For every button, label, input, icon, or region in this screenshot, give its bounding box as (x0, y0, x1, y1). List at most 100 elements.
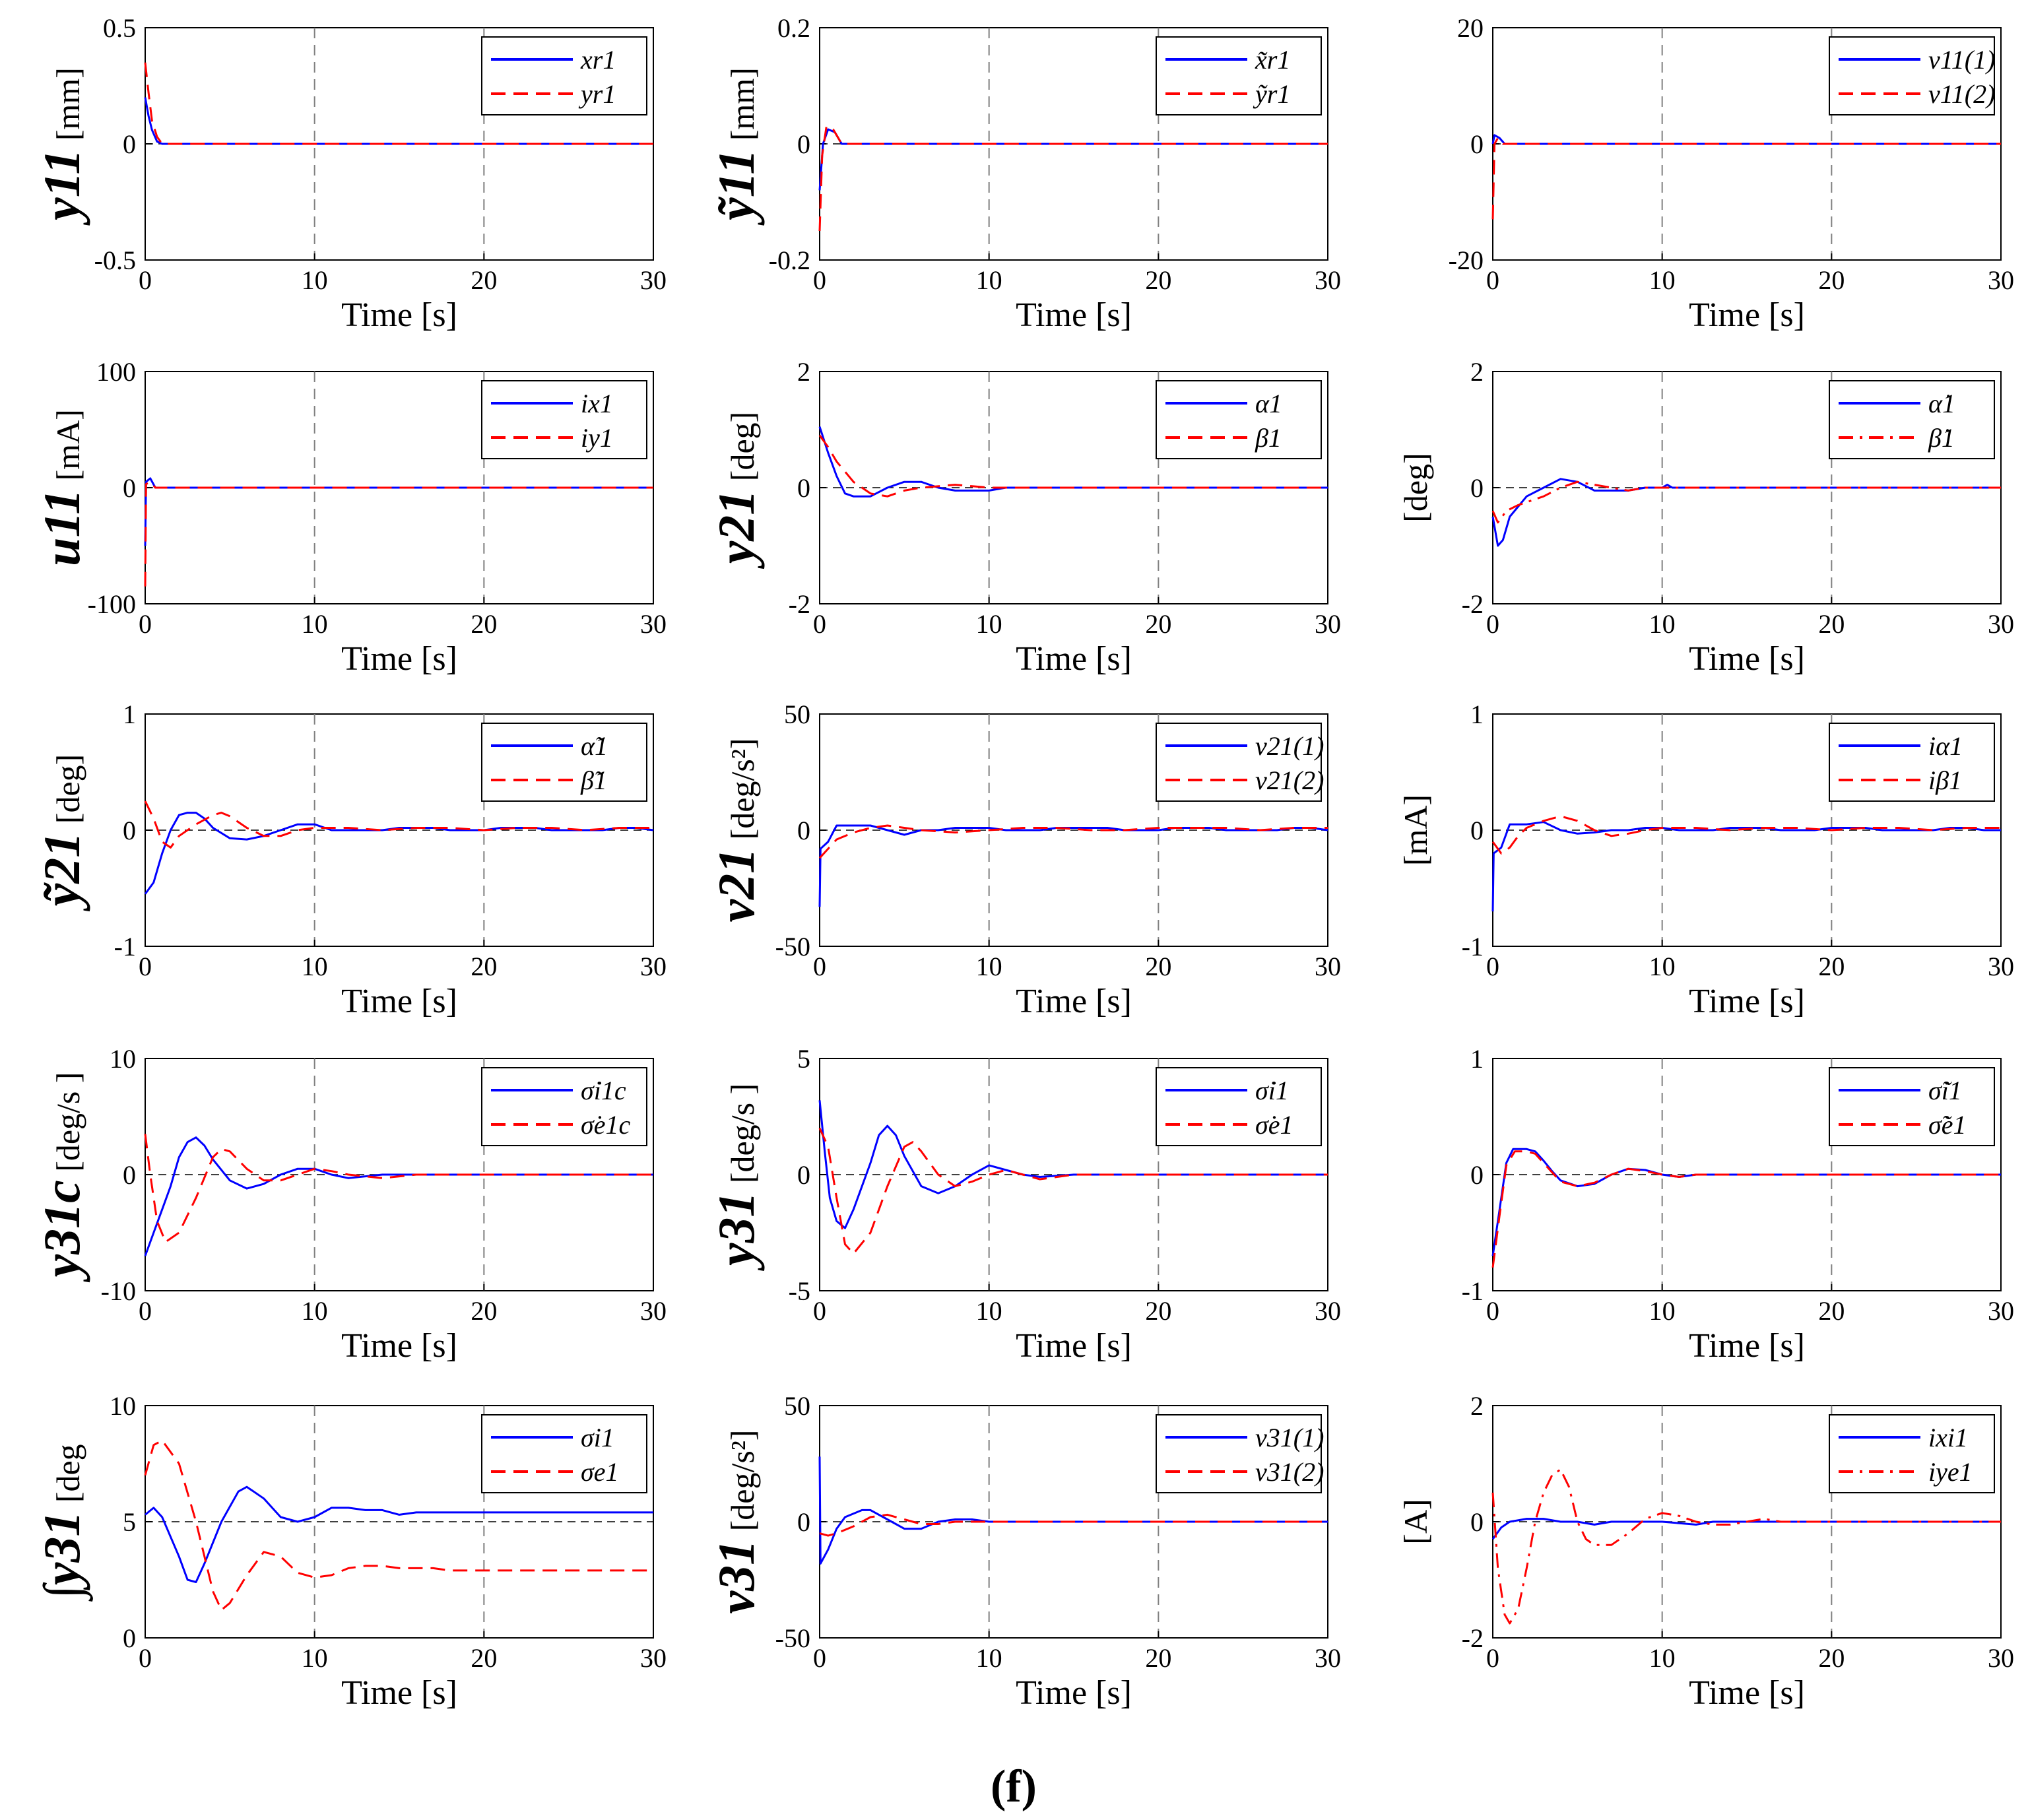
legend-entry: σ̇i1 (1255, 1076, 1289, 1105)
x-tick-label: 10 (976, 952, 1002, 981)
series-line-2 (1491, 1468, 2001, 1625)
y-tick-label: 0 (797, 816, 810, 845)
legend-box (1156, 380, 1322, 459)
series-line-1 (1491, 1518, 2001, 1540)
y-axis-label: v31 [deg/s²] (707, 1430, 765, 1614)
x-tick-label: 0 (1486, 952, 1499, 981)
x-tick-label: 0 (813, 609, 826, 639)
y-tick-label: 1 (1470, 1044, 1484, 1074)
x-tick-label: 20 (471, 952, 497, 981)
y-tick-label: 0 (1470, 129, 1484, 159)
x-axis-label: Time [s] (1016, 296, 1132, 334)
legend-entry: iy1 (581, 423, 613, 453)
x-tick-label: 30 (1988, 609, 2014, 639)
legend-entry: v21(1) (1255, 731, 1324, 761)
x-tick-label: 10 (1649, 265, 1676, 295)
x-tick-label: 30 (1315, 1296, 1341, 1326)
y-axis-symbol: ỹ21 (33, 832, 90, 912)
x-tick-label: 20 (1818, 952, 1845, 981)
y-tick-label: 0.2 (777, 13, 810, 43)
y-tick-label: 2 (1470, 1391, 1484, 1421)
legend-entry: β̃1 (580, 765, 607, 795)
x-tick-label: 10 (976, 1296, 1002, 1326)
legend-entry: xr1 (580, 45, 616, 75)
series-line-1 (144, 1136, 653, 1256)
y-tick-label: 2 (797, 357, 810, 387)
x-tick-label: 30 (640, 265, 667, 295)
y-axis-label: y11 [mm] (33, 67, 90, 226)
x-tick-label: 20 (1145, 265, 1171, 295)
x-tick-label: 30 (1988, 1643, 2014, 1673)
legend-box (1156, 36, 1322, 115)
x-tick-label: 0 (813, 1643, 826, 1673)
y-axis-symbol: y21 (707, 490, 765, 569)
y-tick-label: 0 (1470, 1160, 1484, 1190)
x-tick-label: 20 (471, 1296, 497, 1326)
y-tick-label: -2 (1462, 589, 1484, 619)
x-tick-label: 10 (302, 952, 328, 981)
x-tick-label: 30 (1988, 1296, 2014, 1326)
x-axis-label: Time [s] (1689, 1327, 1805, 1365)
y-axis-label: [mA] (1397, 795, 1434, 866)
x-axis-label: Time [s] (341, 983, 457, 1020)
series-line-1 (1491, 821, 2001, 912)
y-tick-label: -10 (101, 1276, 136, 1306)
legend-entry: v21(2) (1255, 765, 1324, 795)
y-axis-label: v21 [deg/s²] (707, 738, 765, 923)
x-tick-label: 0 (1486, 1643, 1499, 1673)
x-tick-label: 30 (640, 609, 667, 639)
legend-entry: α̇1 (1928, 389, 1955, 418)
legend-box (1156, 1067, 1322, 1146)
x-tick-label: 20 (1145, 1643, 1171, 1673)
legend-entry: iye1 (1928, 1457, 1973, 1487)
y-axis-unit: [mm] (49, 67, 86, 149)
x-tick-label: 30 (640, 952, 667, 981)
x-axis-label: Time [s] (341, 1327, 457, 1365)
x-tick-label: 0 (139, 265, 152, 295)
legend-box (1829, 380, 1995, 459)
y-tick-label: -1 (1462, 1276, 1484, 1306)
y-axis-symbol: ỹ11 (707, 149, 765, 226)
y-axis-label: [deg] (1397, 453, 1434, 523)
y-tick-label: 0 (797, 1507, 810, 1537)
y-tick-label: 10 (110, 1391, 136, 1421)
y-axis-unit: [mm] (724, 67, 761, 149)
legend-entry: iβ1 (1928, 765, 1962, 795)
x-tick-label: 30 (1988, 952, 2014, 981)
y-axis-label: u11 [mA] (33, 409, 90, 566)
y-tick-label: -20 (1449, 245, 1484, 275)
x-tick-label: 20 (1145, 609, 1171, 639)
x-tick-label: 10 (302, 265, 328, 295)
y-axis-unit: [deg] (724, 412, 761, 490)
y-axis-unit: [A] (1397, 1499, 1434, 1544)
y-tick-label: -1 (114, 932, 136, 961)
x-tick-label: 10 (302, 1296, 328, 1326)
x-axis-label: Time [s] (1689, 296, 1805, 334)
legend-entry: v11(1) (1928, 45, 1995, 75)
x-tick-label: 0 (139, 1296, 152, 1326)
x-axis-label: Time [s] (341, 1674, 457, 1712)
y-tick-label: 1 (1470, 699, 1484, 729)
y-tick-label: 0 (123, 1623, 136, 1653)
legend-entry: ixi1 (1928, 1423, 1968, 1452)
y-axis-symbol: v21 (707, 848, 765, 923)
series-line-2 (818, 125, 1328, 232)
y-axis-unit: [mA] (49, 409, 86, 489)
y-axis-unit: [deg] (1397, 453, 1434, 523)
x-tick-label: 30 (1315, 609, 1341, 639)
x-tick-label: 30 (1315, 952, 1341, 981)
x-axis-label: Time [s] (1016, 640, 1132, 678)
legend-box (1156, 1414, 1322, 1493)
legend-box (1829, 1067, 1995, 1146)
x-tick-label: 0 (1486, 265, 1499, 295)
legend-entry: α̃1 (581, 731, 608, 761)
legend-entry: v31(2) (1255, 1457, 1324, 1487)
y-axis-unit: [deg/s ] (49, 1072, 86, 1180)
y-axis-label: y31 [deg/s ] (707, 1084, 765, 1271)
series-line-2 (144, 800, 653, 849)
x-tick-label: 0 (139, 1643, 152, 1673)
